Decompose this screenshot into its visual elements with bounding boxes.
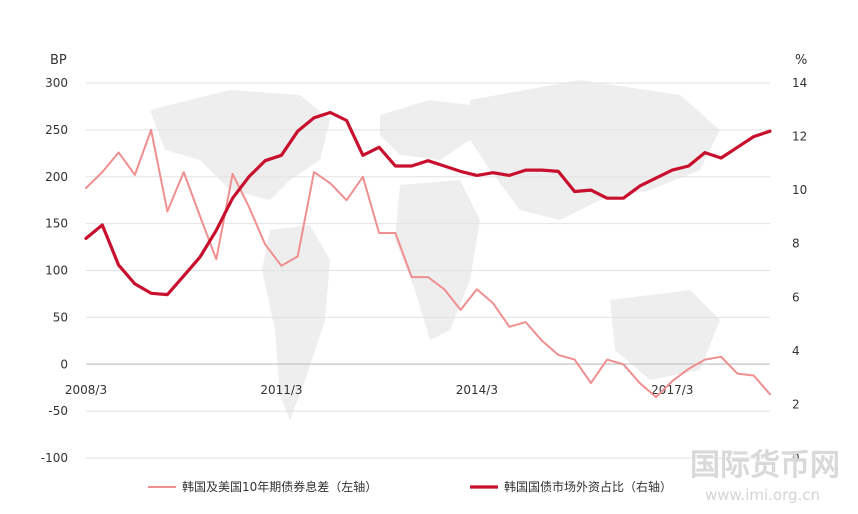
x-tick-label: 2014/3 [456, 383, 498, 397]
world-map-background [150, 80, 720, 420]
left-tick-label: -50 [48, 404, 68, 418]
right-tick-label: 8 [792, 237, 800, 251]
right-axis-unit: % [795, 53, 807, 68]
right-tick-label: 12 [792, 130, 807, 144]
left-axis-unit: BP [50, 53, 67, 68]
left-tick-label: 250 [45, 123, 68, 137]
right-tick-label: 14 [792, 76, 807, 90]
left-tick-label: 200 [45, 170, 68, 184]
left-tick-label: -100 [41, 451, 68, 465]
series-line-1 [85, 128, 771, 399]
left-tick-label: 300 [45, 76, 68, 90]
x-tick-label: 2008/3 [65, 383, 107, 397]
x-axis: 2008/3 2011/3 2014/3 2017/3 [65, 363, 770, 397]
watermark-url: www.imi.org.cn [705, 486, 820, 504]
legend-label-1: 韩国及美国10年期债券息差（左轴） [182, 479, 377, 494]
right-tick-label: 0 [792, 451, 800, 465]
watermark: 国际货币网 www.imi.org.cn [690, 448, 840, 504]
left-tick-label: 0 [60, 357, 68, 371]
series-line-2 [84, 110, 772, 297]
right-tick-label: 2 [792, 397, 800, 411]
legend: 韩国及美国10年期债券息差（左轴） 韩国国债市场外资占比（右轴） [148, 479, 672, 494]
series-layer [84, 110, 772, 399]
right-tick-label: 10 [792, 183, 807, 197]
right-tick-label: 6 [792, 290, 800, 304]
left-axis: 300 250 200 150 100 50 0 -50 -100 [41, 76, 68, 465]
left-tick-label: 100 [45, 264, 68, 278]
left-tick-label: 50 [53, 310, 68, 324]
watermark-text: 国际货币网 [690, 448, 840, 483]
right-tick-label: 4 [792, 344, 800, 358]
x-tick-label: 2011/3 [260, 383, 302, 397]
x-tick-label: 2017/3 [651, 383, 693, 397]
left-tick-label: 150 [45, 217, 68, 231]
right-axis: 14 12 10 8 6 4 2 0 [792, 76, 807, 465]
legend-label-2: 韩国国债市场外资占比（右轴） [504, 479, 672, 494]
